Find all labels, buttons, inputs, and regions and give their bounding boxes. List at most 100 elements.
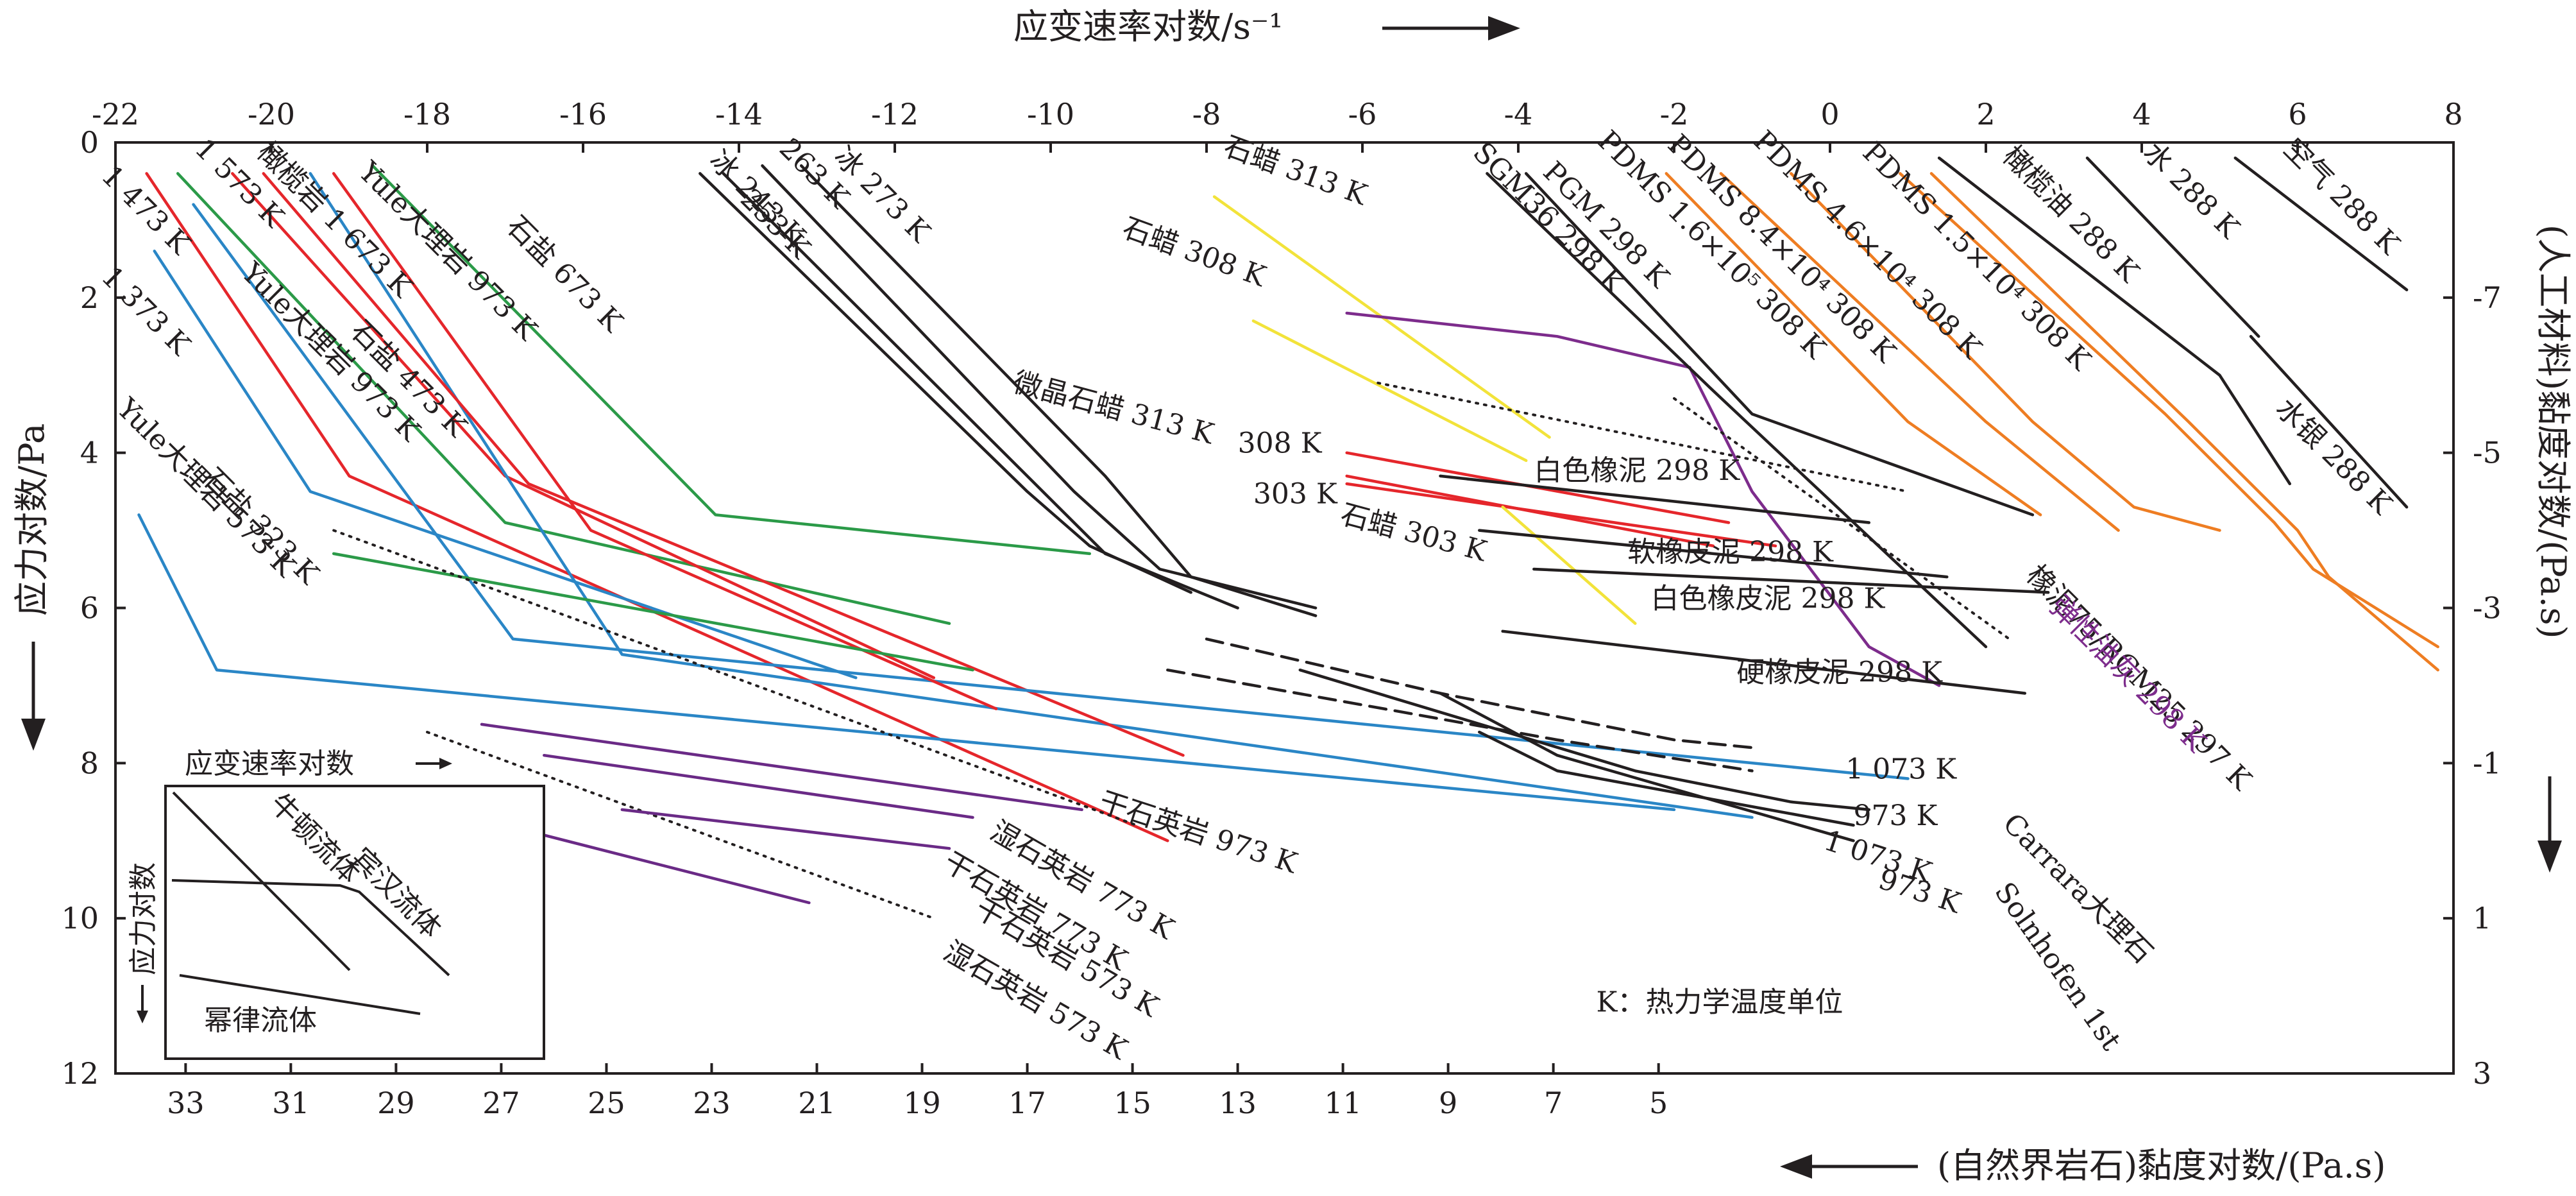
series-line <box>1205 637 1754 749</box>
series-line <box>426 731 935 920</box>
x-top-tick-label: 8 <box>2444 97 2462 132</box>
series-line <box>1524 172 2035 517</box>
y-right-tick-label: -7 <box>2473 280 2502 315</box>
y-left-tick-label: 12 <box>61 1056 99 1091</box>
series-line <box>192 203 1910 780</box>
x-top-tick-label: 6 <box>2288 97 2307 132</box>
series-label: 软橡皮泥 298 K <box>1627 536 1834 568</box>
inset-x-arrow <box>416 758 452 769</box>
x-top-tick-label: -18 <box>403 97 451 132</box>
series-label: 1 373 K <box>95 260 197 362</box>
y-right-tick-label: -3 <box>2473 591 2502 626</box>
x-top-tick-label: -10 <box>1027 97 1074 132</box>
series-line <box>1345 482 1777 548</box>
bottom-axis-title: (自然界岩石)黏度对数/(Pa.s) <box>1937 1145 2385 1186</box>
series-label: 微晶石蜡 313 K <box>1010 366 1217 451</box>
y-left-tick-label: 0 <box>80 125 99 160</box>
x-bottom-tick-label: 13 <box>1219 1086 1257 1120</box>
series-line <box>1532 567 2050 594</box>
series-line <box>799 164 1318 617</box>
inset-y-label: 应力对数 <box>127 862 160 975</box>
series-group <box>137 156 2439 920</box>
series-label: 弹性油灰 298 K <box>2043 590 2212 759</box>
x-bottom-tick-label: 9 <box>1439 1086 1457 1120</box>
x-top-tick-label: -6 <box>1348 97 1377 132</box>
y-right-tick-label: -1 <box>2473 746 2502 780</box>
series-line <box>1665 172 2042 517</box>
x-top-tick-label: -14 <box>715 97 763 132</box>
series-line <box>145 172 1169 842</box>
x-top-tick-label: -16 <box>559 97 607 132</box>
series-label: 橄榄油 288 K <box>1997 140 2146 289</box>
series-line <box>543 753 974 819</box>
x-top-tick-label: -12 <box>871 97 919 132</box>
series-line <box>1377 381 1910 493</box>
series-line <box>1298 668 1871 812</box>
inset-newtonian-line <box>172 791 351 971</box>
y-left-tick-label: 8 <box>80 746 99 780</box>
y-left-tick-label: 10 <box>61 901 99 935</box>
series-line <box>231 172 936 679</box>
series-line <box>176 172 951 625</box>
x-top-tick-label: 4 <box>2132 97 2151 132</box>
series-line <box>1719 172 2120 532</box>
series-line <box>1790 172 2221 532</box>
right-axis-arrow <box>2538 776 2562 873</box>
series-line <box>1501 506 1637 625</box>
x-bottom-tick-label: 29 <box>377 1086 415 1120</box>
series-line <box>1486 172 1988 649</box>
series-line <box>2233 156 2409 291</box>
series-label: 303 K <box>1253 477 1338 510</box>
x-top-tick-label: 2 <box>1976 97 1995 132</box>
x-top-tick-label: -22 <box>92 97 139 132</box>
bottom-axis-arrow <box>1780 1154 1918 1179</box>
top-axis-arrow <box>1382 16 1520 40</box>
series-line <box>332 529 1138 827</box>
x-bottom-tick-label: 23 <box>693 1086 731 1120</box>
series-line <box>1166 668 1754 773</box>
y-right-tick-label: -5 <box>2473 436 2502 470</box>
series-label: 白色橡泥 298 K <box>1534 454 1740 487</box>
series-line <box>2085 156 2260 338</box>
series-line <box>1439 474 1871 524</box>
series-line <box>1345 311 1941 687</box>
series-label: 1 073 K <box>1845 753 1957 786</box>
left-axis-arrow <box>21 642 46 751</box>
series-line <box>1899 172 2439 649</box>
series-line <box>1478 730 1855 827</box>
y-right-tick-label: 3 <box>2473 1056 2491 1091</box>
series-line <box>1673 397 2011 640</box>
x-bottom-tick-label: 27 <box>482 1086 520 1120</box>
x-bottom-tick-label: 11 <box>1324 1086 1362 1120</box>
series-label: 白色橡皮泥 298 K <box>1651 583 1886 615</box>
series-label: 石蜡 303 K <box>1337 498 1491 568</box>
series-line <box>262 172 1185 757</box>
x-bottom-tick-label: 5 <box>1649 1086 1668 1120</box>
series-line <box>1439 692 1855 842</box>
series-line <box>371 164 1092 556</box>
y-right-tick-label: 1 <box>2473 901 2491 935</box>
inset-x-label: 应变速率对数 <box>185 748 354 780</box>
x-bottom-tick-label: 21 <box>798 1086 836 1120</box>
x-top-tick-label: -20 <box>248 97 295 132</box>
y-left-tick-label: 2 <box>80 280 99 315</box>
series-label: 硬橡皮泥 298 K <box>1736 656 1943 688</box>
inset-box: 应变速率对数 应力对数 牛顿流体 宾汉流体 幂律流体 <box>127 748 545 1060</box>
series-label: 973 K <box>1854 799 1938 832</box>
series-line <box>309 172 1754 819</box>
series-label: 308 K <box>1238 427 1323 460</box>
inset-y-arrow <box>137 985 148 1023</box>
inset-label-powerlaw: 幂律流体 <box>204 1004 317 1037</box>
x-bottom-tick-label: 31 <box>272 1086 310 1120</box>
series-line <box>722 172 1239 610</box>
series-line <box>2249 335 2409 509</box>
inset-powerlaw-line <box>179 974 421 1015</box>
top-axis-title: 应变速率对数/s⁻¹ <box>1013 6 1283 47</box>
x-bottom-tick-label: 25 <box>588 1086 625 1120</box>
right-axis-title: (人工材料)黏度对数/(Pa.s) <box>2533 225 2573 638</box>
inset-bingham-line <box>171 879 450 977</box>
x-bottom-tick-label: 15 <box>1114 1086 1151 1120</box>
series-label: 水银 288 K <box>2269 392 2398 521</box>
